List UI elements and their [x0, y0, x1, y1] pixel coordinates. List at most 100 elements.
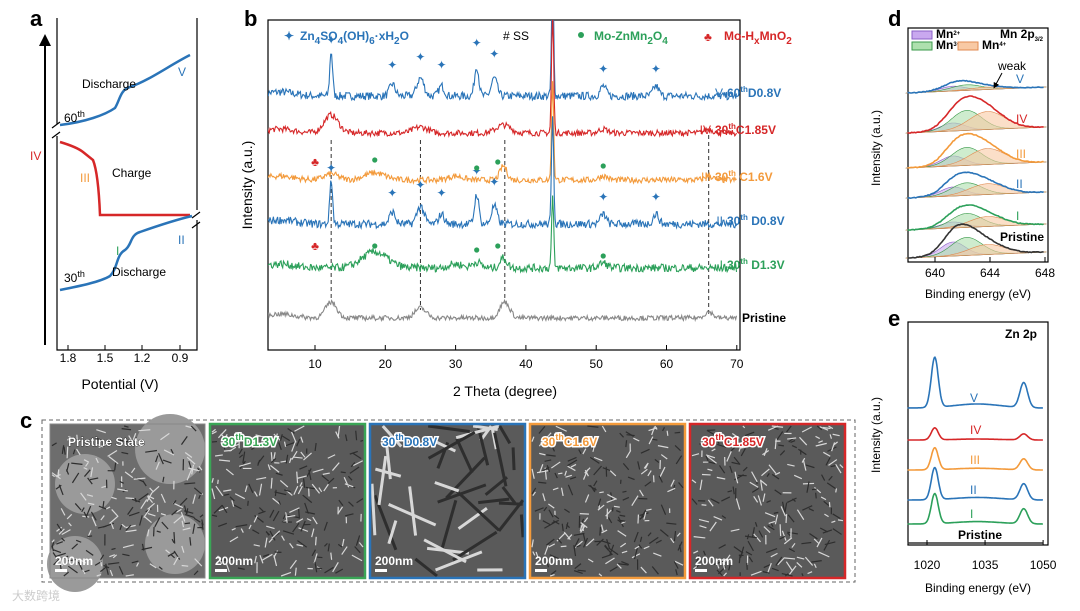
texture [713, 516, 723, 521]
xps-envelope [907, 204, 1044, 231]
texture [640, 566, 647, 574]
texture [314, 442, 317, 452]
texture [125, 574, 134, 577]
texture [259, 554, 264, 564]
texture [553, 514, 560, 520]
texture [781, 501, 786, 514]
texture [311, 528, 315, 538]
peak-marker: ✦ [387, 186, 397, 200]
texture [316, 567, 323, 570]
texture [293, 485, 299, 495]
texture [98, 505, 107, 510]
texture [198, 494, 201, 499]
texture [181, 545, 185, 553]
texture [252, 529, 260, 535]
texture [52, 552, 58, 560]
texture [211, 477, 214, 483]
texture [721, 515, 727, 519]
texture [543, 506, 548, 512]
texture [211, 488, 216, 500]
trace-label: 60thD0.8V [727, 85, 781, 100]
texture [437, 483, 487, 504]
texture [118, 566, 124, 575]
texture [302, 478, 306, 488]
texture [793, 474, 803, 480]
charge-curve [59, 140, 190, 217]
texture [51, 542, 55, 548]
texture [706, 429, 718, 437]
texture [544, 545, 549, 555]
texture [798, 448, 807, 456]
texture [283, 441, 287, 447]
texture [555, 425, 567, 432]
texture [548, 543, 556, 548]
texture [358, 542, 364, 548]
x-axis-label: 2 Theta (degree) [453, 383, 557, 399]
texture [801, 457, 806, 463]
texture [96, 573, 102, 577]
texture [189, 537, 192, 546]
texture [701, 504, 707, 506]
texture [220, 433, 228, 442]
texture [72, 449, 76, 455]
texture [748, 556, 754, 563]
texture [278, 500, 281, 505]
texture [139, 515, 143, 526]
texture [294, 567, 297, 576]
texture [567, 465, 576, 472]
texture [658, 475, 663, 483]
texture [292, 456, 303, 459]
sem-image: 30thD1.3V 200nm [208, 422, 367, 580]
texture [161, 521, 169, 530]
texture [597, 504, 605, 511]
texture [702, 550, 706, 556]
texture [176, 508, 182, 513]
texture [267, 464, 271, 471]
texture [550, 442, 555, 452]
texture [804, 556, 814, 566]
texture [53, 556, 62, 566]
trace-numeral: I [970, 507, 973, 521]
texture [74, 503, 82, 511]
sem-image: 30thD0.8V 200nm [368, 422, 527, 580]
texture [282, 530, 295, 535]
peak-marker: ✦ [437, 58, 447, 72]
texture [280, 571, 292, 577]
texture [455, 438, 474, 474]
texture [225, 562, 230, 573]
texture [616, 510, 621, 513]
texture [427, 424, 470, 434]
texture [705, 455, 709, 461]
peak-marker: ✦ [387, 58, 397, 72]
texture [61, 529, 71, 536]
texture [762, 493, 766, 502]
legend-swatch [911, 41, 933, 51]
texture [567, 459, 578, 467]
texture [531, 487, 537, 495]
texture [344, 483, 354, 488]
texture [576, 544, 581, 548]
texture [85, 505, 92, 517]
texture [414, 557, 438, 578]
texture [457, 507, 488, 530]
texture [107, 449, 118, 457]
x-tick-label: 644 [980, 266, 1000, 280]
texture [60, 559, 64, 567]
trace-numeral: III [1016, 147, 1026, 161]
texture [51, 442, 57, 447]
y-axis-label: Intensity (a.u.) [869, 397, 883, 473]
plot-frame [907, 321, 1049, 546]
texture [234, 493, 246, 500]
texture [699, 525, 707, 529]
texture [80, 559, 87, 564]
trace-label: 30th C1.6V [715, 169, 773, 184]
legend-marker: ♣ [704, 30, 712, 44]
texture [172, 502, 184, 509]
texture [770, 522, 774, 527]
texture [83, 459, 90, 463]
texture [802, 459, 807, 471]
texture [638, 544, 643, 549]
texture [822, 426, 831, 430]
texture [121, 451, 129, 455]
texture [324, 566, 334, 574]
